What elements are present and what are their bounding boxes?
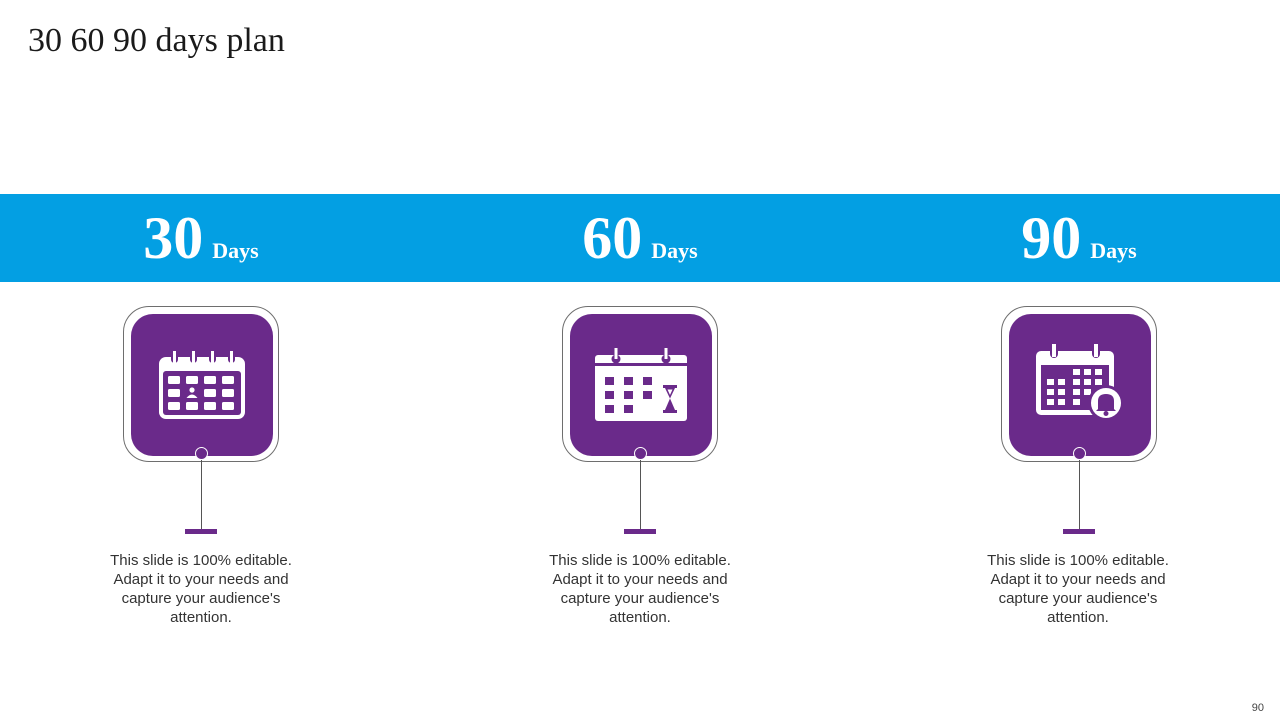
calendar-bell-icon [1036,342,1124,421]
description-30: This slide is 100% editable. Adapt it to… [110,552,292,626]
calendar-person-icon [159,349,245,419]
pin-stem [640,460,641,530]
page-number: 90 [1251,702,1264,714]
icon-tile-60 [562,306,718,462]
icon-tile-inner [570,314,712,456]
pin-base [624,529,656,534]
icon-tile-inner [1009,314,1151,456]
pin-stem [1079,460,1080,530]
heading-unit: Days [651,238,698,263]
icon-tile-30 [123,306,279,462]
heading-30-days: 30 Days [81,200,321,276]
heading-unit: Days [1090,238,1137,263]
calendar-hourglass-icon [595,348,687,421]
icon-tile-inner [131,314,273,456]
icon-tile-90 [1001,306,1157,462]
pin-stem [201,460,202,530]
pin-base [1063,529,1095,534]
pin-dot [634,447,647,460]
heading-number: 90 [1021,205,1082,271]
heading-unit: Days [212,238,259,263]
pin-dot [1073,447,1086,460]
heading-number: 30 [143,205,204,271]
heading-number: 60 [582,205,643,271]
pin-base [185,529,217,534]
description-60: This slide is 100% editable. Adapt it to… [549,552,731,626]
header-band [0,194,1280,282]
pin-dot [195,447,208,460]
slide-title: 30 60 90 days plan [28,22,285,59]
description-90: This slide is 100% editable. Adapt it to… [987,552,1169,626]
heading-90-days: 90 Days [959,200,1199,276]
heading-60-days: 60 Days [520,200,760,276]
